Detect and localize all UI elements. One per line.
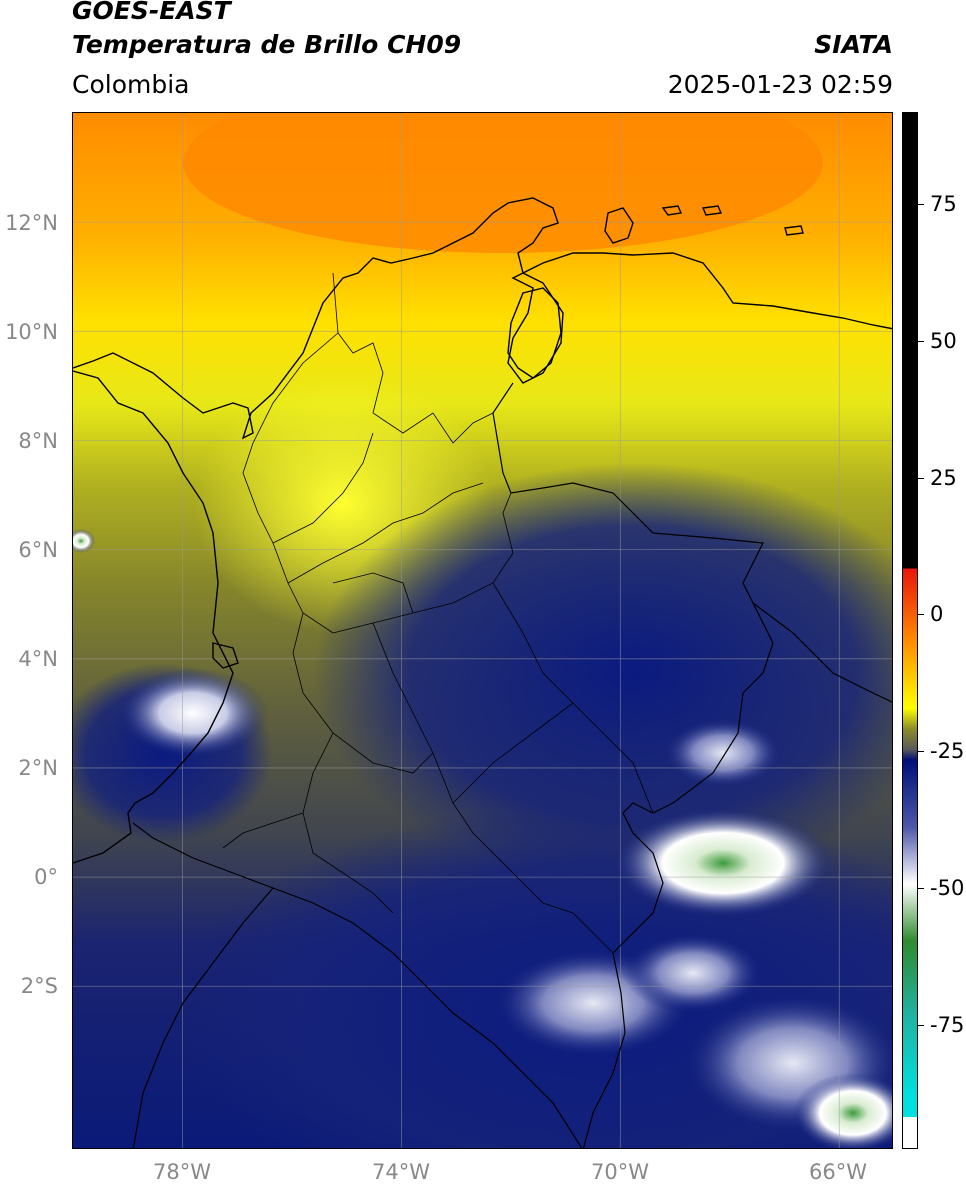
colorbar-tick-minus25	[918, 751, 924, 752]
political-borders	[132, 272, 892, 1148]
cloud-patch-4	[793, 1073, 892, 1148]
organization-label: SIATA	[814, 30, 893, 59]
ecuador-peru-border	[132, 887, 274, 1148]
colorbar-label-minus50: -50	[930, 876, 965, 900]
cloud-patch-2	[623, 933, 763, 1013]
lat-label-4n: 4°N	[18, 647, 58, 671]
colorbar-tick-25	[918, 478, 924, 479]
lon-label-74w: 74°W	[372, 1160, 430, 1184]
colorbar-tick-50	[918, 341, 924, 342]
lat-label-8n: 8°N	[18, 429, 58, 453]
convective-cloud-pacific	[118, 668, 268, 758]
map-canvas	[73, 113, 892, 1148]
lat-label-10n: 10°N	[5, 320, 58, 344]
cloud-patch-5	[663, 718, 783, 788]
satellite-map	[72, 112, 893, 1149]
colombia-brazil-border	[582, 802, 664, 1148]
paraguana	[604, 207, 634, 244]
lat-label-2n: 2°N	[18, 756, 58, 780]
region-label: Colombia	[72, 70, 190, 99]
lat-label-12n: 12°N	[5, 211, 58, 235]
pacific-coast	[73, 370, 234, 864]
lon-label-66w: 66°W	[809, 1160, 867, 1184]
aruba-curacao	[661, 205, 804, 236]
lat-label-2s: 2°S	[20, 974, 58, 998]
venezuela-brazil-border	[752, 602, 892, 703]
colombia-peru-ecuador-border	[132, 822, 583, 1148]
colorbar-label-25: 25	[930, 466, 957, 490]
lon-label-70w: 70°W	[591, 1160, 649, 1184]
panama-islands	[212, 642, 239, 669]
cloud-patch-6	[73, 529, 95, 553]
satellite-title: GOES-EAST	[72, 0, 231, 25]
lon-label-78w: 78°W	[153, 1160, 211, 1184]
warm-area-north	[183, 113, 823, 253]
department-lines	[222, 272, 654, 954]
colorbar-tick-minus75	[918, 1025, 924, 1026]
colorbar-label-75: 75	[930, 192, 957, 216]
colorbar-tick-75	[918, 204, 924, 205]
colorbar-label-0: 0	[930, 602, 944, 626]
colorbar-label-minus75: -75	[930, 1013, 965, 1037]
coastlines	[73, 197, 892, 864]
colorbar-tick-minus50	[918, 888, 924, 889]
lake-maracaibo	[507, 287, 562, 379]
colombia-venezuela-border	[492, 382, 774, 814]
caribbean-coast	[73, 197, 892, 440]
convective-cloud-amazon	[613, 808, 833, 918]
lat-label-6n: 6°N	[18, 538, 58, 562]
temperature-colorbar	[902, 112, 918, 1149]
colorbar-tick-0	[918, 614, 924, 615]
datetime-label: 2025-01-23 02:59	[667, 70, 893, 99]
product-title: Temperatura de Brillo CH09	[72, 30, 462, 59]
lat-label-0: 0°	[34, 865, 58, 889]
graticule	[73, 113, 892, 1148]
colorbar-label-50: 50	[930, 329, 957, 353]
colorbar-label-minus25: -25	[930, 739, 965, 763]
